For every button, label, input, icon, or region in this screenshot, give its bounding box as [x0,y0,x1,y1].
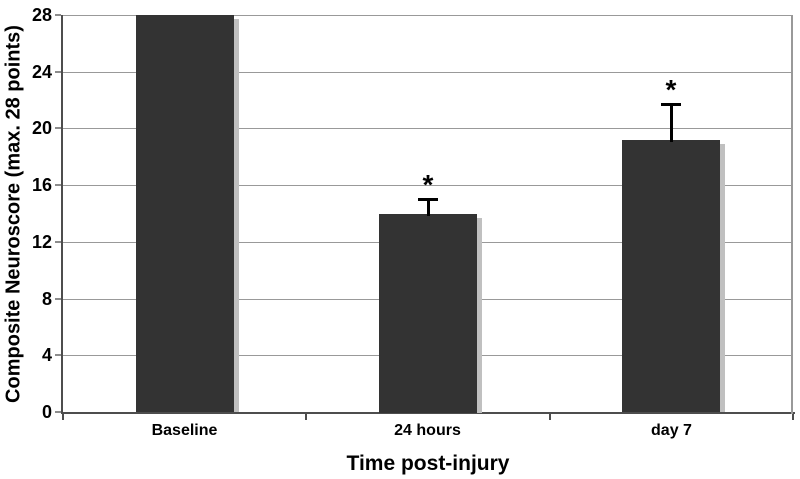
y-tick-label-8: 8 [41,289,52,309]
y-tick-mark [55,241,61,243]
x-category-label-baseline: Baseline [151,422,218,439]
gridline-y-20 [63,128,793,129]
error-bar-cap [418,198,438,201]
y-tick-label-4: 4 [41,345,52,365]
bar-day-7 [622,140,720,412]
error-bar-line [670,104,673,142]
x-tick-mark [792,414,794,420]
y-tick-mark [55,354,61,356]
significance-asterisk: * [665,74,677,105]
error-bar-cap [661,103,681,106]
y-tick-label-28: 28 [31,5,52,25]
bar-24-hours [379,214,477,413]
gridline-y-16 [63,185,793,186]
bar-shadow [720,144,725,412]
x-category-label-day-7: day 7 [651,422,692,439]
gridline-y-28 [63,15,793,16]
gridline-y-24 [63,72,793,73]
y-tick-label-12: 12 [31,232,52,252]
x-axis-line [61,412,795,414]
x-tick-mark [62,414,64,420]
y-tick-mark [55,298,61,300]
x-tick-mark [549,414,551,420]
y-tick-label-16: 16 [31,175,52,195]
y-tick-label-20: 20 [31,118,52,138]
y-tick-label-0: 0 [41,402,52,422]
error-bar-line [427,199,430,216]
y-tick-label-24: 24 [31,62,52,82]
plot-area: * * [63,15,793,414]
x-category-label-24-hours: 24 hours [394,422,461,439]
y-axis-line [61,15,63,414]
y-tick-mark [55,411,61,413]
y-tick-mark [55,127,61,129]
bar-shadow [477,218,482,413]
y-tick-mark [55,14,61,16]
x-axis-title: Time post-injury [346,452,510,475]
significance-asterisk: * [422,169,434,200]
y-tick-mark [55,184,61,186]
bar-baseline [136,15,234,412]
x-tick-mark [305,414,307,420]
bar-shadow [234,19,239,412]
plot-right-border [791,15,793,414]
y-tick-mark [55,71,61,73]
